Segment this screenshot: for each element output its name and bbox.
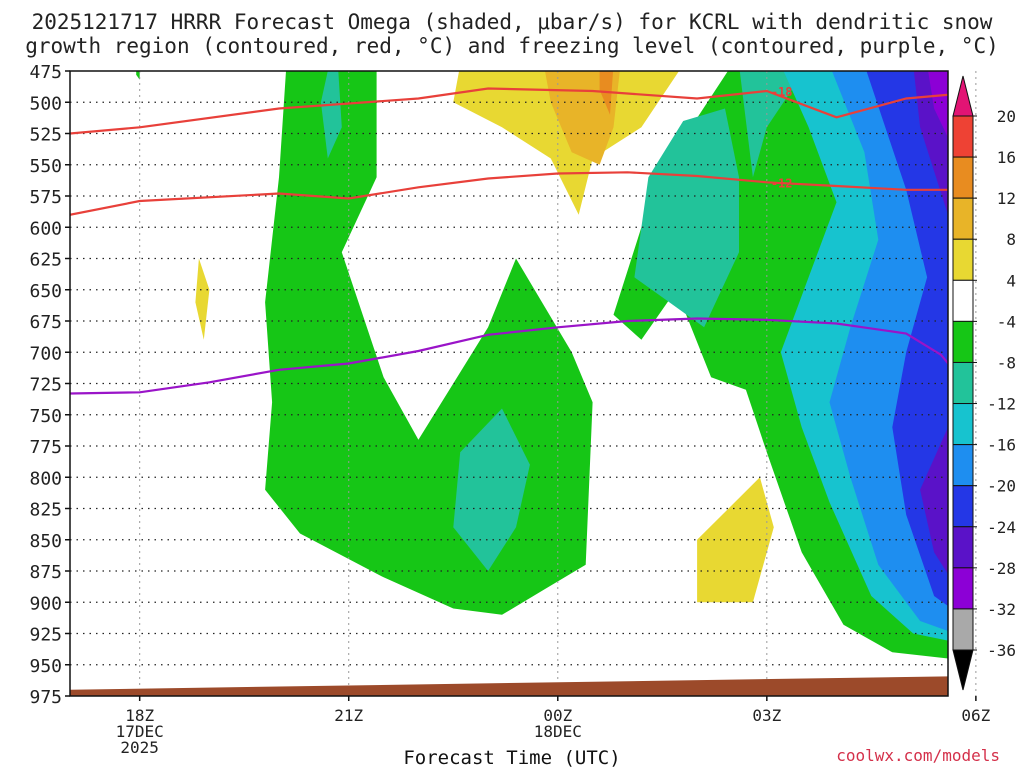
y-tick-label: 975 — [29, 687, 62, 708]
y-tick-label: 600 — [29, 218, 62, 239]
y-tick-label: 525 — [29, 125, 62, 146]
colorbar-label: 20 — [997, 107, 1016, 126]
y-tick-label: 650 — [29, 281, 62, 302]
colorbar-label: 12 — [997, 189, 1016, 208]
colorbar: 20 16 12 8 4 -4 -8 -12 -16 -20 -24 -28 -32 -36 — [953, 76, 1016, 690]
colorbar-box — [953, 157, 973, 198]
colorbar-box — [953, 486, 973, 527]
x-tick-label: 21Z — [334, 706, 363, 725]
colorbar-label: -28 — [987, 559, 1016, 578]
colorbar-box — [953, 321, 973, 362]
y-tick-label: 850 — [29, 531, 62, 552]
y-tick-label: 750 — [29, 406, 62, 427]
y-tick-label: 925 — [29, 625, 62, 646]
colorbar-label: -8 — [997, 353, 1016, 372]
contour-label-1: -12 — [771, 176, 793, 190]
colorbar-box — [953, 116, 973, 157]
colorbar-arrow-top — [953, 76, 973, 116]
colorbar-label: 8 — [1006, 230, 1016, 249]
colorbar-label: -36 — [987, 641, 1016, 660]
colorbar-label: -4 — [997, 312, 1016, 331]
colorbar-box — [953, 609, 973, 650]
contour-label-0: -18 — [771, 85, 793, 99]
y-tick-label: 950 — [29, 656, 62, 677]
y-tick-label: 625 — [29, 250, 62, 271]
y-tick-label: 675 — [29, 312, 62, 333]
colorbar-box — [953, 445, 973, 486]
y-tick-label: 500 — [29, 93, 62, 114]
colorbar-box — [953, 198, 973, 239]
credit-link[interactable]: coolwx.com/models — [836, 746, 1000, 765]
colorbar-label: 16 — [997, 148, 1016, 167]
y-tick-label: 775 — [29, 437, 62, 458]
colorbar-label: -20 — [987, 477, 1016, 496]
y-tick-label: 700 — [29, 343, 62, 364]
colorbar-arrow-bottom — [953, 650, 973, 690]
colorbar-box — [953, 280, 973, 321]
x-tick-label: 06Z — [961, 706, 990, 725]
y-tick-label: 550 — [29, 156, 62, 177]
colorbar-label: 4 — [1006, 271, 1016, 290]
y-tick-label: 825 — [29, 500, 62, 521]
colorbar-label: -16 — [987, 436, 1016, 455]
colorbar-box — [953, 404, 973, 445]
y-tick-label: 475 — [29, 62, 62, 83]
colorbar-box — [953, 527, 973, 568]
y-tick-label: 725 — [29, 375, 62, 396]
y-tick-label: 900 — [29, 593, 62, 614]
x-tick-date: 18DEC — [534, 722, 582, 741]
colorbar-box — [953, 568, 973, 609]
colorbar-label: -12 — [987, 395, 1016, 414]
colorbar-label: -24 — [987, 518, 1016, 537]
y-tick-label: 875 — [29, 562, 62, 583]
colorbar-box — [953, 362, 973, 403]
colorbar-label: -32 — [987, 600, 1016, 619]
y-tick-label: 800 — [29, 468, 62, 489]
x-tick-label: 03Z — [752, 706, 781, 725]
y-tick-label: 575 — [29, 187, 62, 208]
colorbar-box — [953, 239, 973, 280]
